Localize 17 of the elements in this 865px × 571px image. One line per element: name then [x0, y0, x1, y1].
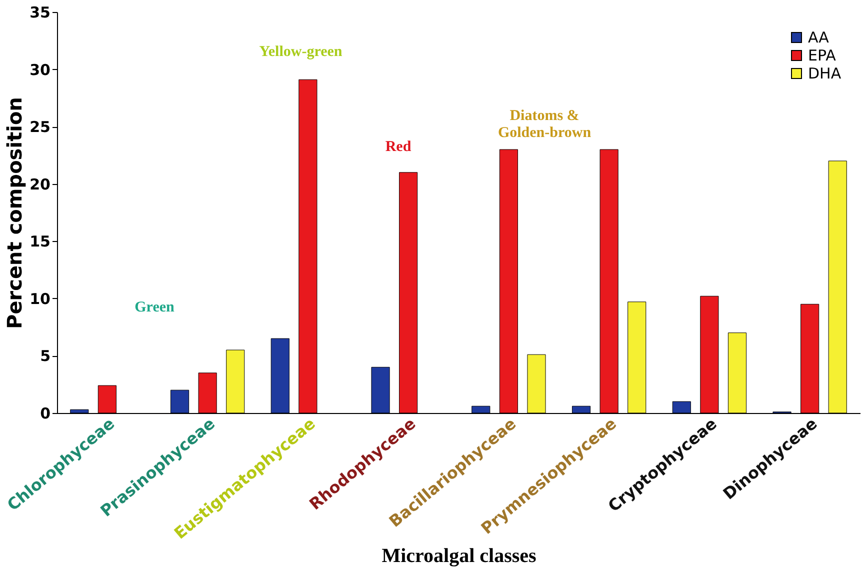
annotation: Green — [134, 299, 176, 316]
y-tick-label: 35 — [30, 4, 50, 22]
y-tick-label: 30 — [30, 60, 50, 79]
annotation: Yellow-green — [259, 44, 343, 60]
legend-label: EPA — [808, 46, 837, 64]
legend-label: DHA — [808, 64, 842, 82]
y-tick-label: 20 — [30, 175, 50, 194]
y-tick-label: 25 — [30, 118, 50, 136]
y-axis-title: Percent composition — [2, 97, 27, 329]
annotation: Diatoms & Golden-brown — [498, 108, 592, 142]
annotation: Red — [385, 139, 412, 156]
y-tick-label: 15 — [30, 232, 50, 251]
y-tick-label: 5 — [40, 347, 50, 366]
x-axis-title: Microalgal classes — [382, 545, 537, 568]
legend-label: AA — [808, 28, 830, 46]
y-tick-label: 0 — [40, 404, 50, 422]
y-tick-label: 10 — [30, 290, 50, 308]
